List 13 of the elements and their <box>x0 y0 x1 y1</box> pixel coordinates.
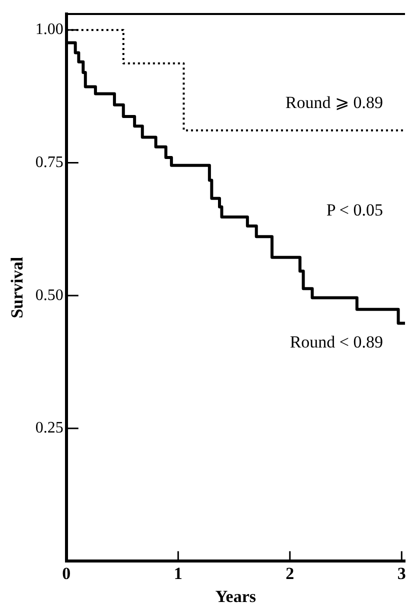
x-tick-label: 1 <box>174 564 182 583</box>
x-tick-label: 3 <box>397 564 406 583</box>
y-tick-label: 0.25 <box>35 420 64 437</box>
y-tick-label: 0.50 <box>35 286 64 304</box>
annotation: P < 0.05 <box>326 200 383 220</box>
series-label: Round ⩾ 0.89 <box>285 92 383 112</box>
y-tick-label: 1.00 <box>35 21 64 38</box>
y-axis-title: Survival <box>8 256 27 318</box>
x-axis-title: Years <box>215 587 256 606</box>
series-label: Round < 0.89 <box>290 332 383 352</box>
x-tick-label: 2 <box>286 564 294 583</box>
y-tick-label: 0.75 <box>35 154 64 171</box>
x-tick-label: 0 <box>62 564 71 583</box>
